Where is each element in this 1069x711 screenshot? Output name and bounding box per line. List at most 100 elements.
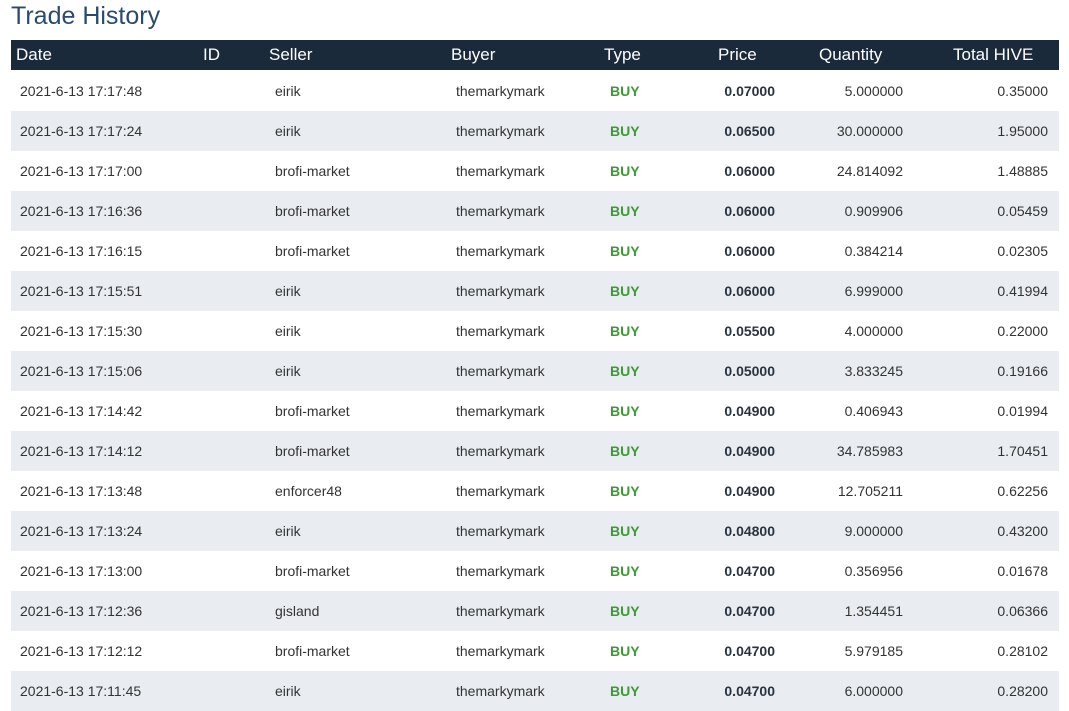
seller-cell: eirik [275, 363, 301, 379]
price-cell: 0.04800 [724, 523, 775, 539]
buyer-cell: themarkymark [456, 283, 545, 299]
type-cell: BUY [610, 83, 640, 99]
column-header: Buyer [451, 45, 496, 64]
type-cell: BUY [610, 363, 640, 379]
buyer-cell: themarkymark [456, 563, 545, 579]
type-cell: BUY [610, 443, 640, 459]
total-cell: 0.02305 [997, 243, 1048, 259]
date-cell: 2021-6-13 17:14:12 [20, 443, 143, 459]
column-header: Type [604, 45, 641, 64]
type-cell: BUY [610, 203, 640, 219]
table-row: 2021-6-13 17:15:51 eirik themarkymark BUY 0.… [11, 271, 1059, 311]
seller-cell: brofi-market [275, 243, 350, 259]
price-cell: 0.05500 [724, 323, 775, 339]
quantity-cell: 5.000000 [844, 83, 903, 99]
seller-cell: brofi-market [275, 643, 350, 659]
price-cell: 0.05000 [724, 363, 775, 379]
price-cell: 0.06000 [724, 203, 775, 219]
buyer-cell: themarkymark [456, 643, 545, 659]
table-row: 2021-6-13 17:14:42 brofi-market themarkyma… [11, 391, 1059, 431]
seller-cell: eirik [275, 123, 301, 139]
seller-cell: eirik [275, 523, 301, 539]
price-cell: 0.04900 [724, 443, 775, 459]
column-header: Seller [269, 45, 313, 64]
date-cell: 2021-6-13 17:14:42 [20, 403, 143, 419]
seller-cell: gisland [275, 603, 320, 619]
column-header: ID [203, 45, 220, 64]
seller-cell: eirik [275, 83, 301, 99]
date-cell: 2021-6-13 17:17:24 [20, 123, 143, 139]
total-cell: 0.28102 [997, 643, 1048, 659]
total-cell: 1.70451 [997, 443, 1048, 459]
buyer-cell: themarkymark [456, 363, 545, 379]
date-cell: 2021-6-13 17:13:24 [20, 523, 143, 539]
quantity-cell: 1.354451 [844, 603, 903, 619]
buyer-cell: themarkymark [456, 443, 545, 459]
date-cell: 2021-6-13 17:16:15 [20, 243, 143, 259]
table-row: 2021-6-13 17:12:36 gisland themarkymark BUY… [11, 591, 1059, 631]
seller-cell: eirik [275, 283, 301, 299]
quantity-cell: 0.356956 [844, 563, 903, 579]
quantity-cell: 30.000000 [836, 123, 903, 139]
buyer-cell: themarkymark [456, 83, 545, 99]
type-cell: BUY [610, 483, 640, 499]
total-cell: 0.62256 [997, 483, 1048, 499]
price-cell: 0.06000 [724, 243, 775, 259]
table-row: 2021-6-13 17:13:24 eirik themarkymark BUY 0.… [11, 511, 1059, 551]
price-cell: 0.06500 [724, 123, 775, 139]
table-row: 2021-6-13 17:15:06 eirik themarkymark BUY 0.… [11, 351, 1059, 391]
date-cell: 2021-6-13 17:15:06 [20, 363, 143, 379]
seller-cell: brofi-market [275, 163, 350, 179]
date-cell: 2021-6-13 17:15:30 [20, 323, 143, 339]
quantity-cell: 4.000000 [844, 323, 903, 339]
seller-cell: brofi-market [275, 203, 350, 219]
price-cell: 0.07000 [724, 83, 775, 99]
quantity-cell: 6.000000 [844, 683, 903, 699]
table-row: 2021-6-13 17:17:48 eirik themarkymark BUY 0.… [11, 71, 1059, 111]
total-cell: 0.06366 [997, 603, 1048, 619]
type-cell: BUY [610, 243, 640, 259]
buyer-cell: themarkymark [456, 243, 545, 259]
column-header: Date [16, 45, 52, 64]
date-cell: 2021-6-13 17:12:36 [20, 603, 143, 619]
seller-cell: eirik [275, 323, 301, 339]
date-cell: 2021-6-13 17:17:00 [20, 163, 143, 179]
buyer-cell: themarkymark [456, 203, 545, 219]
buyer-cell: themarkymark [456, 523, 545, 539]
total-cell: 1.48885 [997, 163, 1048, 179]
quantity-cell: 9.000000 [844, 523, 903, 539]
quantity-cell: 3.833245 [844, 363, 903, 379]
buyer-cell: themarkymark [456, 403, 545, 419]
date-cell: 2021-6-13 17:17:48 [20, 83, 143, 99]
buyer-cell: themarkymark [456, 123, 545, 139]
type-cell: BUY [610, 563, 640, 579]
type-cell: BUY [610, 123, 640, 139]
table-row: 2021-6-13 17:11:45 eirik themarkymark BUY 0.… [11, 671, 1059, 711]
table-row: 2021-6-13 17:16:15 brofi-market themarkyma… [11, 231, 1059, 271]
price-cell: 0.06000 [724, 283, 775, 299]
quantity-cell: 0.909906 [844, 203, 903, 219]
total-cell: 0.28200 [997, 683, 1048, 699]
price-cell: 0.06000 [724, 163, 775, 179]
table-row: 2021-6-13 17:13:48 enforcer48 themarkymark… [11, 471, 1059, 511]
table-row: 2021-6-13 17:13:00 brofi-market themarkyma… [11, 551, 1059, 591]
type-cell: BUY [610, 643, 640, 659]
table-row: 2021-6-13 17:17:00 brofi-market themarkyma… [11, 151, 1059, 191]
type-cell: BUY [610, 163, 640, 179]
table-row: 2021-6-13 17:15:30 eirik themarkymark BUY 0.… [11, 311, 1059, 351]
table-row: 2021-6-13 17:14:12 brofi-market themarkyma… [11, 431, 1059, 471]
type-cell: BUY [610, 523, 640, 539]
total-cell: 0.01678 [997, 563, 1048, 579]
table-row: 2021-6-13 17:17:24 eirik themarkymark BUY 0.… [11, 111, 1059, 151]
buyer-cell: themarkymark [456, 163, 545, 179]
buyer-cell: themarkymark [456, 483, 545, 499]
quantity-cell: 6.999000 [844, 283, 903, 299]
quantity-cell: 0.406943 [844, 403, 903, 419]
seller-cell: brofi-market [275, 563, 350, 579]
quantity-cell: 34.785983 [836, 443, 903, 459]
date-cell: 2021-6-13 17:12:12 [20, 643, 143, 659]
type-cell: BUY [610, 283, 640, 299]
total-cell: 0.35000 [997, 83, 1048, 99]
type-cell: BUY [610, 603, 640, 619]
table-row: 2021-6-13 17:16:36 brofi-market themarkyma… [11, 191, 1059, 231]
